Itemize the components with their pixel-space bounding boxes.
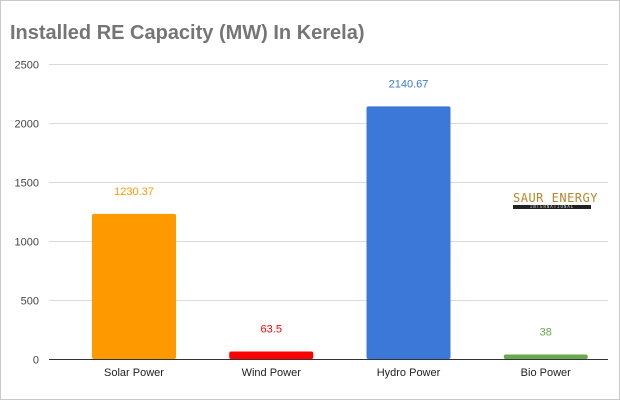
y-tick-label: 500 xyxy=(21,296,39,308)
y-tick-label: 1000 xyxy=(15,237,39,249)
bar xyxy=(503,354,588,359)
y-tick-label: 2000 xyxy=(15,119,39,131)
chart-title: Installed RE Capacity (MW) In Kerela) xyxy=(10,22,365,44)
x-tick-label: Solar Power xyxy=(104,367,164,379)
x-axis-tick-labels: Solar Power Wind Power Hydro Power Bio Powe… xyxy=(104,367,571,379)
x-tick-label: Bio Power xyxy=(521,367,571,379)
data-label: 63.5 xyxy=(261,324,282,336)
data-labels: 1230.37 63.5 2140.67 38 xyxy=(114,78,552,338)
bar xyxy=(229,351,314,359)
data-label: 1230.37 xyxy=(114,186,154,198)
data-label: 38 xyxy=(540,327,552,339)
bar xyxy=(366,106,451,359)
y-tick-label: 2500 xyxy=(15,60,39,72)
gridlines xyxy=(49,64,608,360)
bars xyxy=(92,106,588,359)
bar xyxy=(92,213,176,359)
y-tick-label: 1500 xyxy=(15,178,39,190)
logo-main-text: SAUR ENERGY xyxy=(513,191,598,205)
logo-sub-text: INTERNATIONAL xyxy=(513,205,591,209)
saur-energy-logo: SAUR ENERGY INTERNATIONAL xyxy=(513,191,598,212)
y-axis-tick-labels: 0 500 1000 1500 2000 2500 xyxy=(15,60,39,367)
y-tick-label: 0 xyxy=(33,355,39,367)
x-tick-label: Wind Power xyxy=(242,367,302,379)
data-label: 2140.67 xyxy=(389,78,429,90)
x-tick-label: Hydro Power xyxy=(377,367,441,379)
